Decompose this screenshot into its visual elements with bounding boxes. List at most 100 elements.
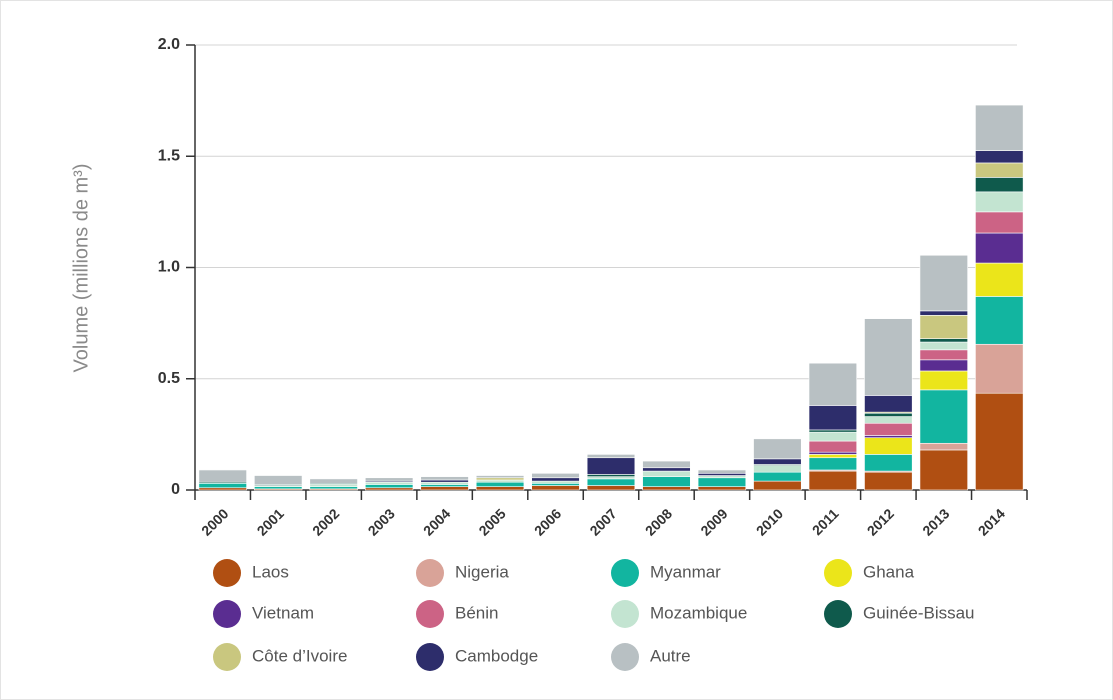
bar-segment	[808, 457, 858, 471]
bar-segment	[364, 481, 414, 485]
legend-swatch	[416, 559, 444, 587]
bar-segment	[420, 479, 469, 483]
bar-segment	[198, 483, 247, 489]
bar-segment	[975, 150, 1024, 164]
legend-swatch	[611, 559, 639, 587]
bar-segment	[697, 486, 747, 491]
bar-segment	[531, 473, 580, 479]
bar-segment	[975, 392, 1024, 491]
bar-segment	[309, 478, 358, 484]
bar-segment	[586, 478, 636, 486]
bar-segment	[808, 431, 858, 442]
bar-segment	[531, 483, 580, 486]
bar-segment	[975, 296, 1024, 345]
bar-segment	[475, 486, 525, 491]
bar-segment	[475, 477, 525, 481]
bar-segment	[975, 211, 1024, 234]
bar-segment	[642, 467, 691, 472]
bar-segment	[586, 454, 636, 459]
bar-segment	[475, 481, 525, 487]
legend-label: Mozambique	[650, 603, 747, 622]
bar-segment	[975, 232, 1024, 264]
bar-segment	[531, 477, 580, 482]
bar-segment	[586, 485, 636, 491]
legend-label: Côte d’Ivoire	[252, 646, 347, 665]
y-tick-label: 1.5	[158, 147, 180, 164]
bar-segment	[364, 484, 414, 489]
y-tick-label: 0.5	[158, 370, 180, 387]
legend-swatch	[824, 559, 852, 587]
bar-segment	[309, 486, 358, 490]
bar-segment	[864, 318, 913, 396]
bar-segment	[697, 475, 747, 479]
bar-segment	[919, 341, 968, 351]
legend-label: Cambodge	[455, 646, 538, 665]
bar-segment	[919, 315, 968, 339]
bar-segment	[642, 470, 691, 477]
bar-segment	[864, 454, 913, 472]
bar-segment	[864, 471, 913, 491]
bar-segment	[697, 473, 747, 476]
bar-segment	[753, 480, 802, 491]
bar-segment	[753, 465, 802, 473]
legend-swatch	[213, 600, 241, 628]
bar-segment	[642, 460, 691, 469]
bar-segment	[808, 454, 858, 459]
legend-label: Autre	[650, 646, 691, 665]
bar-segment	[420, 486, 469, 491]
bar-segment	[864, 412, 913, 417]
bar-segment	[864, 395, 913, 413]
bar-segment	[309, 484, 358, 487]
bar-segment	[254, 486, 303, 490]
bar-segment	[808, 440, 858, 453]
bar-segment	[919, 338, 968, 343]
bar-segment	[420, 484, 469, 487]
bar-segment	[919, 449, 968, 491]
y-axis-label: Volume (millions de m³)	[70, 164, 92, 373]
bar-segment	[420, 476, 469, 481]
bar-segment	[808, 429, 858, 433]
legend-label: Myanmar	[650, 562, 721, 581]
bar-segment	[531, 480, 580, 484]
bar-segment	[586, 476, 636, 480]
bar-segment	[364, 477, 414, 482]
bar-segment	[975, 343, 1024, 394]
bar-segment	[254, 475, 303, 485]
legend-swatch	[213, 559, 241, 587]
legend-label: Ghana	[863, 562, 915, 581]
bar-segment	[975, 177, 1024, 193]
bar-segment	[919, 370, 968, 391]
bar-segment	[420, 481, 469, 485]
bar-segment	[919, 254, 968, 312]
bar-segment	[531, 485, 580, 491]
legend-label: Vietnam	[252, 603, 314, 622]
bar-segment	[642, 476, 691, 487]
bar-segment	[808, 470, 858, 491]
bar-segment	[975, 104, 1024, 151]
bar-segment	[753, 458, 802, 465]
bar-segment	[198, 487, 247, 491]
bar-segment	[864, 435, 913, 439]
bar-segment	[753, 438, 802, 460]
bar-segment	[642, 486, 691, 491]
bar-segment	[586, 457, 636, 475]
bar-segment	[697, 477, 747, 487]
bar-segment	[919, 442, 968, 451]
legend-swatch	[416, 600, 444, 628]
bar-segment	[586, 474, 636, 477]
bar-segment	[808, 451, 858, 455]
y-tick-label: 0	[171, 481, 180, 498]
bar-segment	[919, 359, 968, 372]
bar-segment	[864, 422, 913, 436]
bar-segment	[864, 416, 913, 424]
bar-segment	[808, 405, 858, 431]
legend-swatch	[416, 643, 444, 671]
legend-swatch	[824, 600, 852, 628]
bar-segment	[975, 262, 1024, 297]
bar-segment	[975, 191, 1024, 213]
legend-label: Guinée-Bissau	[863, 603, 975, 622]
legend-swatch	[611, 600, 639, 628]
bar-segment	[919, 389, 968, 444]
